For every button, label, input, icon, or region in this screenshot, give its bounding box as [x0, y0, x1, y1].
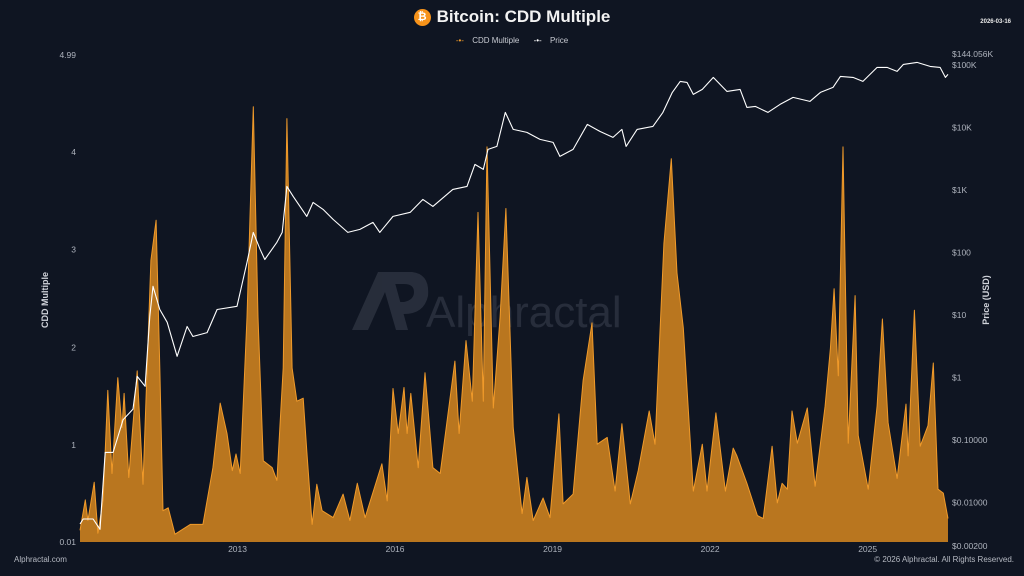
left-tick-label: 2: [71, 342, 76, 352]
x-tick-label: 2016: [386, 544, 405, 554]
x-tick-label: 2025: [858, 544, 877, 554]
watermark-text: Alphractal: [426, 288, 622, 337]
x-tick-label: 2019: [543, 544, 562, 554]
right-tick-label: $0.01000: [952, 497, 988, 507]
legend-item-price[interactable]: -•- Price: [531, 36, 572, 45]
chart-title: ₿ Bitcoin: CDD Multiple: [0, 7, 1024, 27]
chart-title-text: Bitcoin: CDD Multiple: [436, 7, 611, 26]
left-tick-label: 4.99: [59, 50, 76, 60]
date-stamp: 2026-03-16: [980, 19, 1011, 25]
right-tick-label: $144.056K: [952, 49, 993, 59]
bitcoin-icon: ₿: [413, 9, 431, 26]
right-tick-label: $10: [952, 310, 966, 320]
left-tick-label: 4: [71, 147, 76, 157]
legend: -•- CDD Multiple -•- Price: [0, 36, 1024, 45]
right-axis-title: Price (USD): [981, 275, 991, 325]
legend-marker-cdd: -•-: [455, 36, 464, 45]
legend-marker-price: -•-: [533, 36, 542, 45]
left-axis-title: CDD Multiple: [40, 272, 50, 328]
footer-copyright: © 2026 Alphractal. All Rights Reserved.: [874, 555, 1014, 564]
right-tick-label: $1K: [952, 185, 967, 195]
cdd-multiple-line: [79, 106, 949, 535]
right-tick-label: $0.00200: [952, 541, 988, 551]
cdd-multiple-area: [80, 106, 948, 543]
right-tick-label: $100: [952, 247, 971, 257]
price-line: [79, 61, 949, 530]
left-tick-label: 0.01: [59, 537, 76, 547]
legend-label-price: Price: [549, 36, 569, 45]
right-tick-label: $100K: [952, 60, 977, 70]
left-tick-label: 1: [71, 440, 76, 450]
legend-label-cdd: CDD Multiple: [472, 36, 520, 45]
legend-item-cdd[interactable]: -•- CDD Multiple: [453, 36, 523, 45]
footer-site: Alphractal.com: [14, 555, 67, 564]
watermark: Alphractal: [352, 272, 622, 337]
x-tick-label: 2013: [228, 544, 247, 554]
x-tick-label: 2022: [701, 544, 720, 554]
watermark-logo: [352, 272, 429, 330]
left-tick-label: 3: [71, 245, 76, 255]
right-tick-label: $0.10000: [952, 435, 988, 445]
right-tick-label: $1: [952, 372, 962, 382]
right-tick-label: $10K: [952, 122, 972, 132]
